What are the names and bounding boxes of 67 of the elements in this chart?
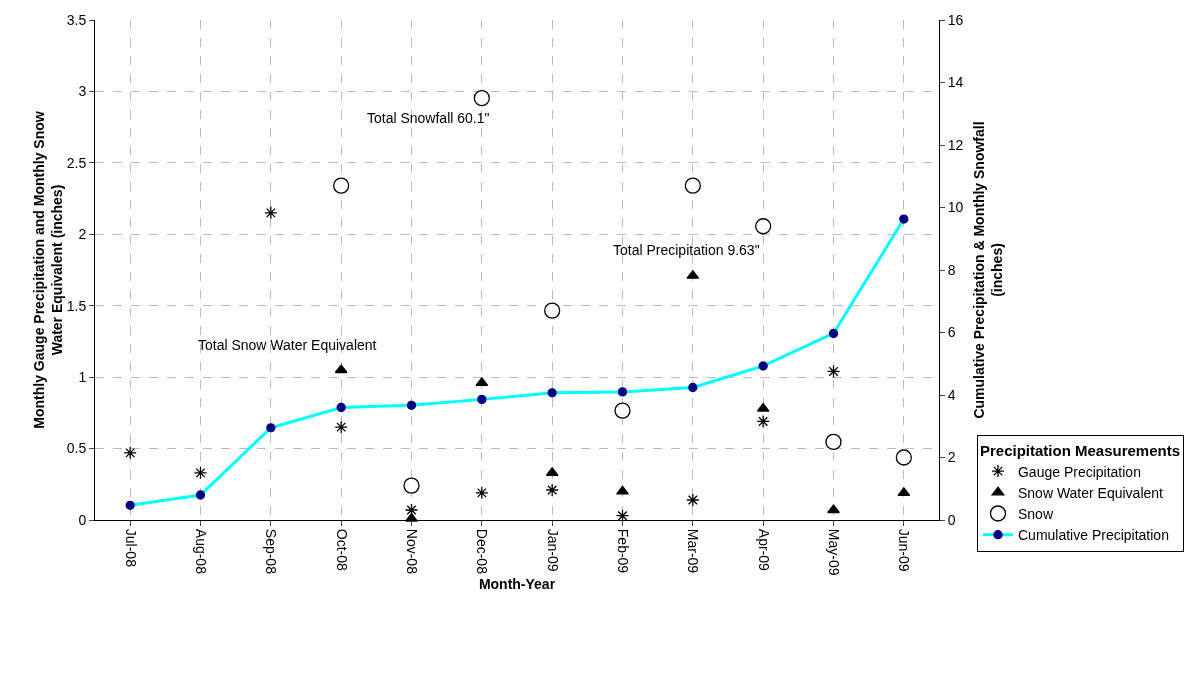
annotation: Total Snowfall 60.1" [367, 110, 490, 126]
point [895, 449, 912, 466]
point [897, 487, 911, 497]
y2-tick-label: 2 [947, 449, 956, 466]
annotation: Total Snow Water Equivalent [198, 337, 377, 353]
x-tick-label: Aug-08 [192, 528, 209, 575]
x-tick-label: Nov-08 [403, 528, 420, 575]
point [826, 364, 841, 379]
y-tick-label: 1.5 [66, 297, 87, 314]
point [545, 483, 559, 497]
y-tick-label: 3 [78, 83, 87, 100]
point [827, 504, 840, 514]
y-tick-label: 0 [78, 511, 87, 528]
legend-label: Snow Water Equivalent [1017, 484, 1164, 501]
x-tick-label: Oct-08 [333, 528, 350, 572]
point [686, 493, 700, 507]
point [475, 377, 489, 387]
legend-title: Precipitation Measurements [979, 441, 1181, 459]
point [264, 206, 278, 220]
x-tick-label: Sep-08 [263, 528, 280, 575]
point [545, 467, 559, 477]
point [403, 477, 420, 494]
y2-tick-label: 4 [947, 386, 956, 403]
y2-axis-title: Cumulative Precipitation & Monthly Snowfall (inches) [971, 121, 1006, 419]
point [615, 509, 630, 523]
y-axis-title: Monthly Gauge Precipitation and Monthly Snow Water Equivalent (inches) [30, 111, 65, 429]
x-tick-label: Feb-09 [614, 528, 631, 574]
x-tick-label: Jan-09 [544, 528, 561, 572]
point [123, 446, 137, 460]
legend-label: Cumulative Precipitation [1017, 527, 1169, 544]
x-tick-label: Apr-09 [755, 528, 772, 572]
y-tick-label: 1 [78, 369, 87, 386]
y2-tick-label: 12 [947, 136, 964, 153]
legend-label: Gauge Precipitation [1017, 463, 1141, 480]
legend-label: Snow [1017, 505, 1054, 522]
x-tick-label: Jul-08 [122, 528, 139, 568]
y-tick-label: 2.5 [66, 154, 87, 171]
y2-tick-label: 16 [947, 11, 964, 28]
y2-tick-label: 10 [947, 199, 964, 216]
y2-tick-label: 0 [947, 511, 956, 528]
point [616, 485, 629, 495]
annotation: Total Precipitation 9.63" [613, 242, 760, 258]
point [333, 177, 350, 194]
x-tick-label: May-09 [825, 528, 842, 576]
x-tick-label: Jun-09 [896, 528, 913, 572]
x-tick-label: Dec-08 [474, 528, 491, 575]
point [473, 89, 490, 107]
point [475, 486, 489, 500]
point [404, 503, 419, 517]
point [334, 364, 348, 374]
point [684, 177, 701, 194]
y-tick-label: 0.5 [66, 440, 87, 457]
y-tick-label: 3.5 [66, 11, 87, 28]
x-axis-title: Month-Year [478, 576, 556, 593]
point [825, 433, 842, 451]
point [756, 402, 770, 412]
point [755, 218, 772, 235]
y-tick-label: 2 [78, 226, 87, 243]
point [756, 414, 770, 429]
y2-tick-label: 14 [947, 74, 964, 91]
x-tick-label: Mar-09 [685, 528, 702, 574]
y2-tick-label: 6 [947, 324, 956, 341]
point [193, 466, 208, 480]
y2-tick-label: 8 [947, 261, 956, 278]
point [544, 302, 561, 319]
point [334, 420, 348, 434]
point [614, 402, 631, 419]
